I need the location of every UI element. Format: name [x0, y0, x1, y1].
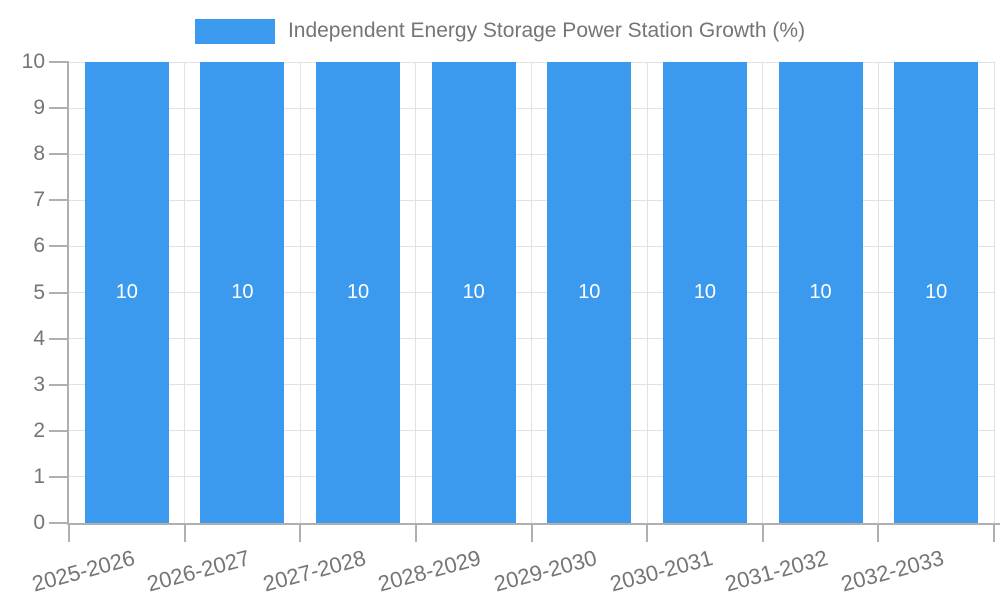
y-axis-tick: [49, 199, 69, 202]
x-gridline: [762, 62, 764, 523]
y-axis-tick: [49, 337, 69, 340]
x-axis-label: 2025-2026: [28, 545, 138, 597]
x-axis-tick: [183, 523, 186, 542]
bar-2028-2029[interactable]: 10: [431, 62, 516, 523]
x-axis-label: 2032-2033: [838, 545, 947, 597]
y-axis-tick: [49, 245, 69, 248]
y-axis-label: 4: [33, 326, 45, 350]
x-axis-label: 2028-2029: [375, 545, 484, 597]
legend-label: Independent Energy Storage Power Station…: [287, 19, 806, 42]
bar-value-label: 10: [115, 281, 138, 303]
x-gridline: [299, 62, 301, 523]
bar-value-label: 10: [578, 281, 601, 303]
bar-2029-2030[interactable]: 10: [547, 62, 632, 523]
bar-2032-2033[interactable]: 10: [894, 62, 979, 523]
y-axis-label: 3: [33, 372, 45, 396]
x-gridline: [993, 62, 995, 523]
y-axis-label: 8: [33, 142, 45, 166]
x-gridline: [646, 62, 648, 523]
y-axis-tick: [49, 291, 69, 294]
x-axis-label: 2027-2028: [260, 545, 369, 597]
x-axis-tick: [530, 523, 533, 542]
x-axis-label: 2026-2027: [144, 545, 253, 597]
x-gridline: [877, 62, 879, 523]
x-axis-tick: [414, 523, 417, 542]
y-axis-label: 7: [33, 188, 45, 212]
bar-value-label: 10: [462, 281, 485, 303]
y-axis-label: 5: [33, 280, 45, 304]
plot-area: 10 10 10 10 10 10 10 10: [67, 61, 1000, 525]
y-axis-label: 10: [21, 50, 45, 73]
bar-2030-2031[interactable]: 10: [662, 62, 747, 523]
bar-value-label: 10: [809, 281, 832, 303]
x-axis-tick: [68, 523, 70, 542]
x-gridline: [415, 62, 417, 523]
y-axis-tick: [49, 475, 69, 478]
x-axis-label: 2031-2032: [722, 545, 831, 597]
y-axis-tick: [49, 61, 69, 63]
x-axis-tick: [761, 523, 764, 542]
bar-value-label: 10: [346, 281, 370, 303]
legend[interactable]: Independent Energy Storage Power Station…: [0, 18, 1000, 44]
y-axis-label: 2: [33, 418, 45, 442]
x-gridline: [184, 62, 186, 523]
bar-2027-2028[interactable]: 10: [316, 62, 401, 523]
y-axis-label: 0: [33, 511, 45, 534]
y-axis-tick: [49, 107, 69, 110]
y-axis-tick: [49, 153, 69, 156]
y-axis-tick: [49, 429, 69, 432]
bar-2031-2032[interactable]: 10: [778, 62, 863, 523]
x-axis-tick: [993, 523, 995, 542]
y-axis-label: 1: [33, 464, 45, 488]
x-axis-label: 2030-2031: [607, 545, 716, 597]
x-axis-tick: [877, 523, 880, 542]
y-axis-label: 6: [33, 234, 45, 258]
bar-value-label: 10: [231, 281, 254, 303]
x-axis-tick: [299, 523, 302, 542]
y-axis-tick: [49, 522, 69, 524]
x-axis-label: 2029-2030: [491, 545, 600, 597]
x-axis-line: [67, 523, 1000, 525]
y-axis-label: 9: [33, 96, 45, 120]
x-gridline: [531, 62, 532, 523]
bar-2025-2026[interactable]: 10: [84, 62, 169, 523]
legend-swatch: [194, 18, 275, 44]
bar-value-label: 10: [925, 281, 948, 303]
x-axis-tick: [646, 523, 649, 542]
y-axis-tick: [49, 383, 69, 386]
bar-2026-2027[interactable]: 10: [200, 62, 285, 523]
bar-value-label: 10: [693, 281, 717, 303]
